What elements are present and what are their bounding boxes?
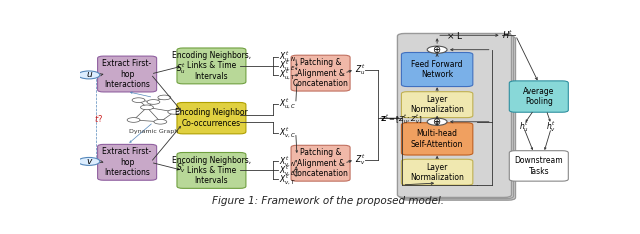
FancyBboxPatch shape [98,56,157,92]
Circle shape [141,105,154,110]
Text: $X_{u,C}^t$: $X_{u,C}^t$ [280,96,297,111]
Text: Downstream
Tasks: Downstream Tasks [515,156,563,176]
Text: $S_u^t$: $S_u^t$ [176,61,186,76]
Text: Encoding Neighbors,
Links & Time
Intervals: Encoding Neighbors, Links & Time Interva… [172,51,251,81]
Text: $h_v^t$: $h_v^t$ [546,119,556,134]
FancyBboxPatch shape [98,144,157,180]
Text: $X_{u,E}^t$: $X_{u,E}^t$ [280,58,296,73]
Text: Figure 1: Framework of the proposed model.: Figure 1: Framework of the proposed mode… [212,197,444,206]
FancyBboxPatch shape [177,153,246,188]
Text: $X_{v,N}^t$: $X_{v,N}^t$ [280,154,297,169]
Text: $X_{v,E}^t$: $X_{v,E}^t$ [280,163,296,178]
Text: Layer
Normalization: Layer Normalization [410,163,464,182]
Circle shape [78,71,100,79]
Text: $X_{u,N}^t$: $X_{u,N}^t$ [280,50,297,64]
FancyBboxPatch shape [399,35,513,199]
Text: $t?$: $t?$ [94,113,104,124]
Text: v: v [86,157,92,166]
Text: $\oplus$: $\oplus$ [433,116,442,127]
Text: $S_v^t$: $S_v^t$ [175,160,186,175]
Circle shape [428,46,447,53]
Text: $h_u^t$: $h_u^t$ [519,119,529,134]
Text: Encoding Neighbor
Co-occurrences: Encoding Neighbor Co-occurrences [175,109,248,128]
Text: $\times$ L: $\times$ L [446,30,463,41]
Text: $\mathbf{Z}^t = [Z_u^t; Z_v^t]$: $\mathbf{Z}^t = [Z_u^t; Z_v^t]$ [380,112,422,125]
Text: Patching &
Alignment &
Concatenation: Patching & Alignment & Concatenation [292,58,349,88]
FancyBboxPatch shape [401,159,473,185]
Circle shape [154,119,167,124]
Circle shape [147,100,160,104]
Text: $X_{v,C}^t$: $X_{v,C}^t$ [280,125,296,140]
Text: $Z_u^t$: $Z_u^t$ [355,62,366,77]
Text: Extract First-
hop
Interactions: Extract First- hop Interactions [102,59,152,89]
FancyBboxPatch shape [401,123,473,155]
Text: Extract First-
hop
Interactions: Extract First- hop Interactions [102,147,152,177]
Text: Layer
Normalization: Layer Normalization [410,95,464,114]
Circle shape [127,118,140,122]
FancyBboxPatch shape [509,81,568,112]
Text: $Z_v^t$: $Z_v^t$ [355,152,366,167]
Text: Feed Forward
Network: Feed Forward Network [412,60,463,79]
Circle shape [428,118,447,125]
Text: $X_{u,T}^t$: $X_{u,T}^t$ [280,68,297,82]
FancyBboxPatch shape [291,55,350,91]
Text: Dynamic Graph: Dynamic Graph [129,129,178,134]
Text: $\oplus$: $\oplus$ [433,44,442,55]
FancyBboxPatch shape [401,92,473,118]
Circle shape [168,110,180,114]
Text: Multi-head
Self-Attention: Multi-head Self-Attention [411,129,463,149]
FancyBboxPatch shape [397,33,511,197]
FancyBboxPatch shape [177,102,246,134]
Text: Encoding Neighbors,
Links & Time
Intervals: Encoding Neighbors, Links & Time Interva… [172,156,251,185]
Text: Average
Pooling: Average Pooling [523,87,554,106]
FancyBboxPatch shape [401,52,473,87]
Text: u: u [86,70,92,79]
Circle shape [158,95,171,100]
Text: Patching &
Alignment &
Concatenation: Patching & Alignment & Concatenation [292,148,349,178]
Circle shape [78,157,100,165]
Text: $X_{v,T}^t$: $X_{v,T}^t$ [280,172,296,187]
Text: $H^t$: $H^t$ [502,29,513,41]
FancyBboxPatch shape [401,36,515,200]
FancyBboxPatch shape [291,145,350,181]
FancyBboxPatch shape [177,48,246,84]
Circle shape [132,98,145,102]
FancyBboxPatch shape [509,151,568,181]
